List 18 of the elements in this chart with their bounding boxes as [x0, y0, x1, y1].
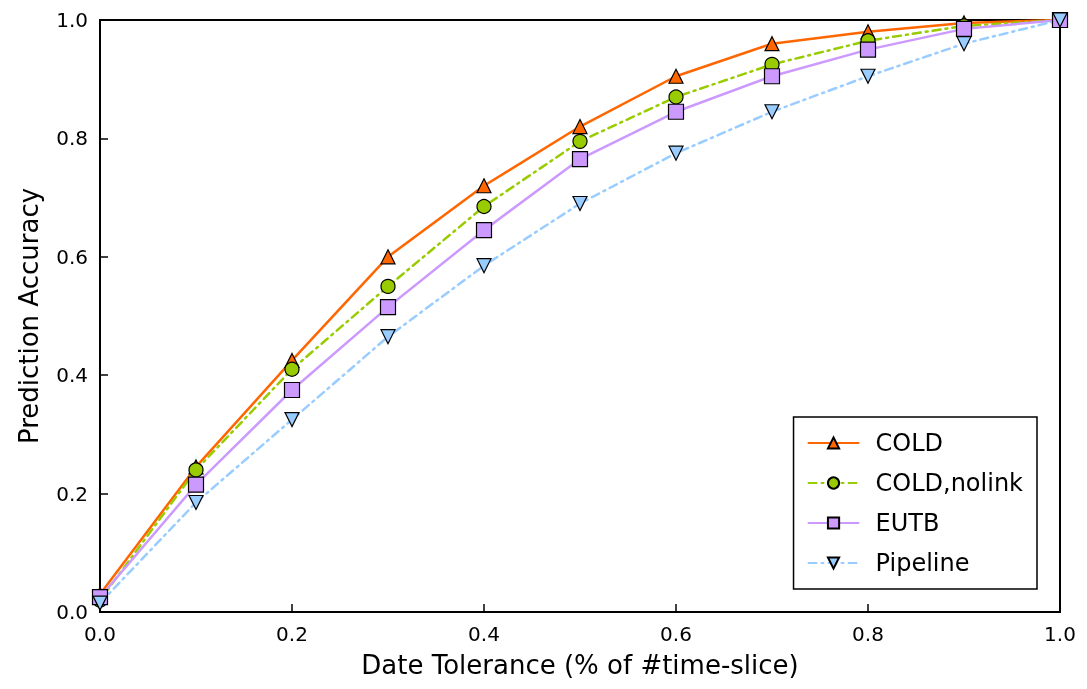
- legend-label: EUTB: [875, 509, 940, 537]
- x-tick-label: 0.8: [852, 622, 884, 646]
- y-axis-title: Prediction Accuracy: [14, 187, 44, 445]
- y-tick-label: 0.8: [56, 126, 88, 151]
- y-tick-label: 0.4: [56, 363, 88, 388]
- x-tick-label: 0.2: [276, 622, 308, 646]
- x-tick-label: 0.0: [84, 622, 116, 646]
- legend-label: COLD: [875, 429, 944, 457]
- y-tick-label: 1.0: [56, 8, 88, 32]
- x-tick-label: 1.0: [1044, 622, 1076, 646]
- x-tick-label: 0.6: [660, 622, 692, 646]
- x-axis-title: Date Tolerance (% of #time-slice): [361, 650, 799, 680]
- y-tick-label: 0.0: [56, 600, 88, 624]
- legend-label: COLD,nolink: [875, 469, 1024, 497]
- x-tick-label: 0.4: [468, 622, 500, 646]
- legend-label: Pipeline: [875, 549, 970, 577]
- y-tick-label: 0.2: [56, 481, 88, 506]
- y-tick-label: 0.6: [56, 244, 88, 269]
